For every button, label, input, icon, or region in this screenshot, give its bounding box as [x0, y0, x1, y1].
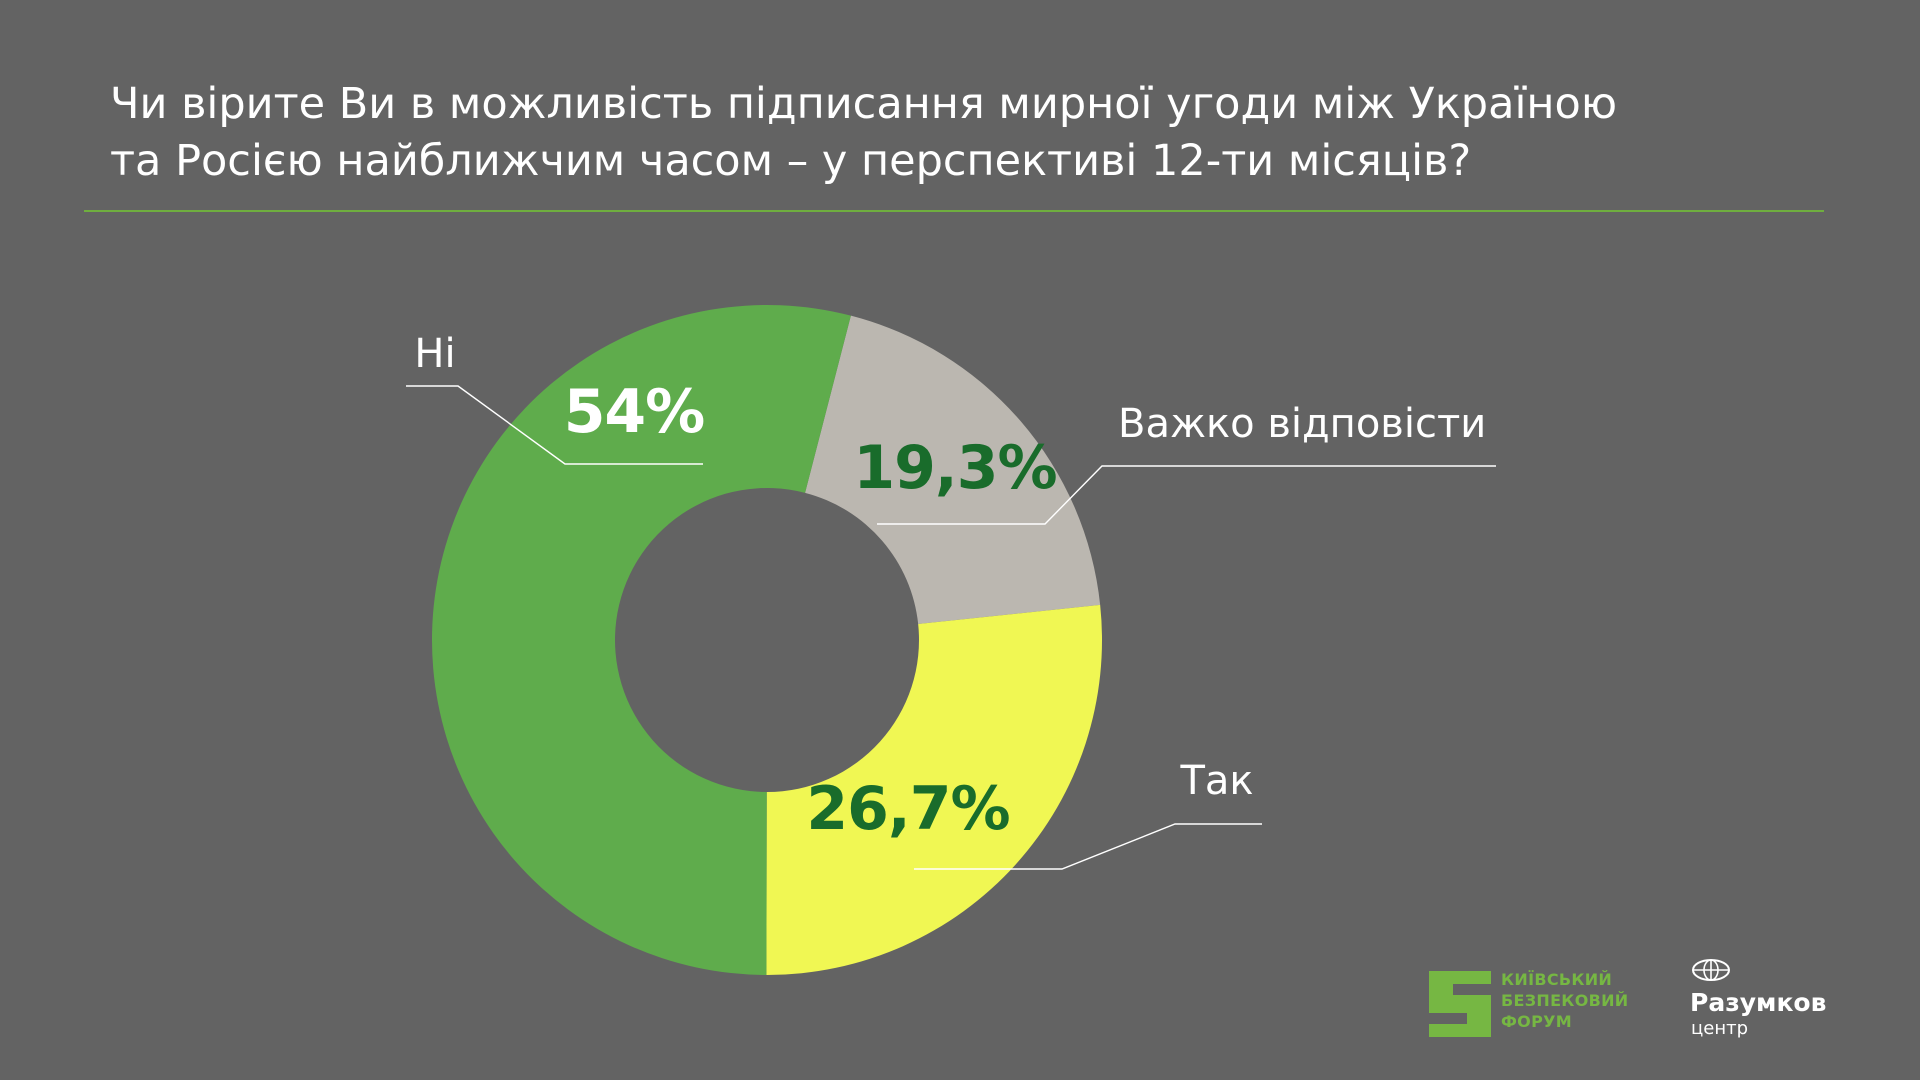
slice-ni [432, 305, 851, 975]
kbf-line-3: ФОРУМ [1501, 1012, 1572, 1031]
donut-slices [432, 305, 1102, 975]
kbf-s-mark-icon [1429, 971, 1491, 1037]
kbf-line-2: БЕЗПЕКОВИЙ [1501, 991, 1629, 1010]
value-label-tak: 26,7% [806, 774, 1009, 844]
slice-tak [766, 604, 1102, 975]
globe-icon [1692, 959, 1730, 981]
category-label-ni: Ні [414, 331, 455, 377]
title-divider [84, 210, 1824, 212]
chart-title: Чи вірите Ви в можливість підписання мир… [110, 76, 1870, 190]
value-label-vazhko: 19,3% [853, 433, 1056, 503]
chart-title-line-2: та Росією найближчим часом – у перспекти… [110, 136, 1472, 186]
razumkov-centre-logo: Разумков центр [1690, 958, 1840, 1039]
leader-line-tak [914, 823, 1262, 870]
slice-vazhko [805, 315, 1101, 625]
value-label-ni: 54% [564, 377, 705, 447]
donut-labels: 19,3% Важко відповісти 26,7% Так 54% Ні [406, 331, 1496, 870]
kyiv-security-forum-logo: КИЇВСЬКИЙ БЕЗПЕКОВИЙ ФОРУМ [1429, 969, 1649, 1039]
category-label-tak: Так [1179, 758, 1253, 804]
chart-title-line-1: Чи вірите Ви в можливість підписання мир… [110, 79, 1618, 129]
razumkov-name: Разумков [1690, 988, 1827, 1017]
razumkov-subtitle: центр [1691, 1018, 1749, 1039]
leader-line-vazhko [877, 465, 1496, 525]
kbf-line-1: КИЇВСЬКИЙ [1501, 970, 1613, 989]
category-label-vazhko: Важко відповісти [1118, 401, 1486, 447]
leader-line-ni [406, 385, 703, 465]
